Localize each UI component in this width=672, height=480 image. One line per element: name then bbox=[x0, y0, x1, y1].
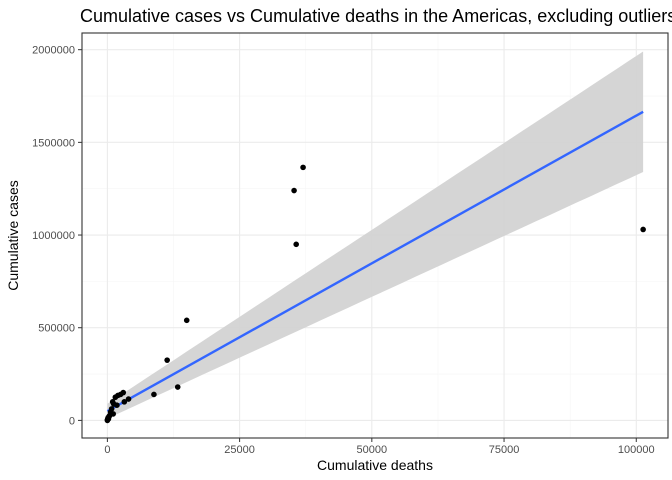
x-tick-label: 25000 bbox=[224, 444, 255, 456]
fit-line bbox=[106, 110, 644, 413]
y-axis-title: Cumulative cases bbox=[5, 180, 21, 291]
grid-major bbox=[82, 33, 668, 438]
data-point bbox=[110, 411, 117, 417]
data-point bbox=[125, 396, 132, 402]
data-point bbox=[300, 164, 306, 171]
x-tick-label: 50000 bbox=[357, 444, 388, 456]
x-tick-label: 100000 bbox=[618, 444, 655, 456]
y-tick-label: 1500000 bbox=[32, 137, 75, 149]
data-point bbox=[640, 226, 646, 233]
data-point bbox=[291, 187, 297, 194]
y-tick-label: 500000 bbox=[38, 323, 75, 335]
y-tick-label: 2000000 bbox=[32, 45, 75, 57]
x-tick-label: 0 bbox=[104, 444, 110, 456]
data-point bbox=[120, 389, 127, 396]
data-point bbox=[114, 402, 120, 408]
x-tick-label: 75000 bbox=[489, 444, 520, 456]
confidence-band bbox=[107, 51, 644, 419]
y-tick-label: 1000000 bbox=[32, 230, 75, 242]
data-points bbox=[104, 164, 646, 424]
data-point bbox=[121, 399, 128, 405]
data-point bbox=[183, 317, 190, 324]
x-axis-title: Cumulative deaths bbox=[317, 457, 433, 473]
data-point bbox=[108, 406, 115, 412]
data-point bbox=[293, 241, 299, 248]
y-tick-label: 0 bbox=[69, 415, 75, 427]
x-axis-ticks: 0 25000 50000 75000 100000 bbox=[104, 438, 655, 456]
y-axis-ticks: 0 500000 1000000 1500000 2000000 bbox=[32, 45, 82, 427]
data-point bbox=[164, 357, 170, 363]
chart-title: Cumulative cases vs Cumulative deaths in… bbox=[80, 6, 672, 26]
data-point bbox=[174, 384, 181, 390]
data-point bbox=[151, 391, 157, 398]
